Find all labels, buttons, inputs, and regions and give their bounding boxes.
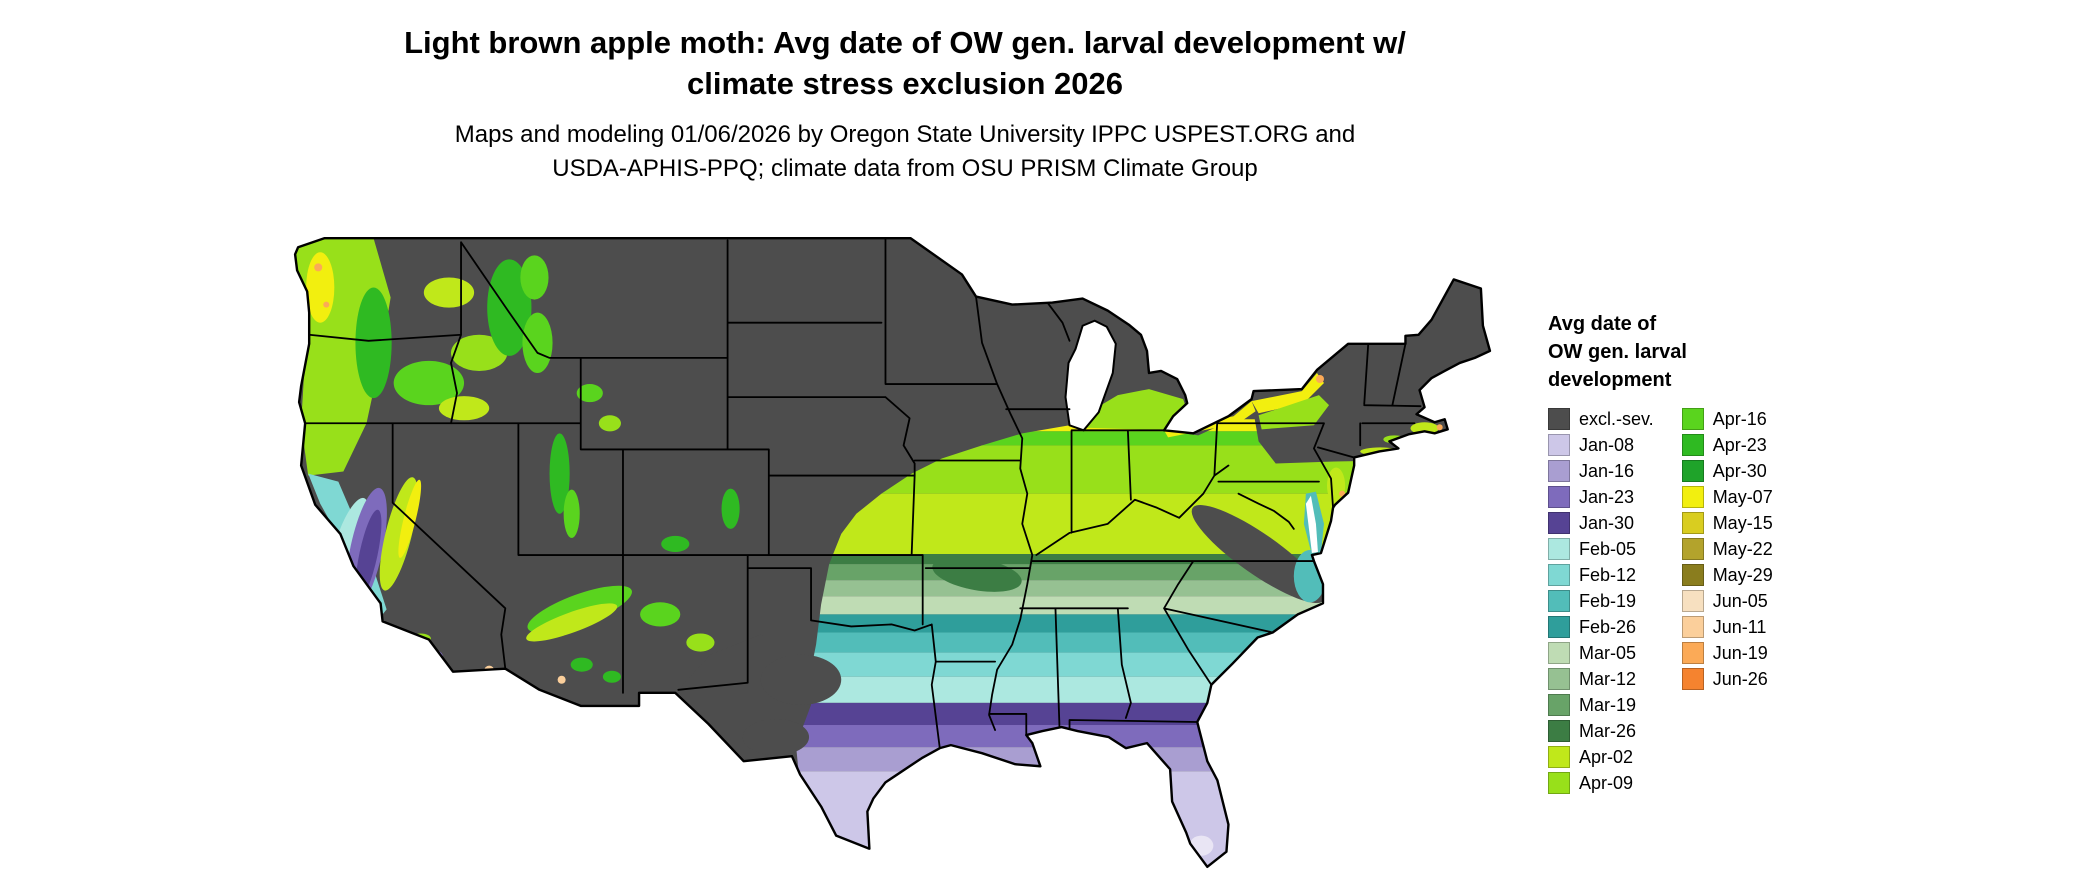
us-map: [278, 222, 1500, 876]
excluded-overlays: [675, 505, 1326, 762]
legend-entry-label: May-22: [1712, 538, 1773, 559]
legend-swatch: [1681, 460, 1704, 482]
legend-entry-label: Apr-09: [1579, 772, 1634, 793]
legend-swatch: [1681, 538, 1704, 560]
legend-entry-label: Feb-19: [1579, 590, 1637, 611]
legend-entry: Feb-26: [1548, 616, 1654, 638]
legend-entry-label: Jun-05: [1712, 590, 1768, 611]
page-subtitle: Maps and modeling 01/06/2026 by Oregon S…: [0, 118, 1810, 186]
legend-title-line2: OW gen. larval: [1548, 341, 1687, 363]
legend-entry-label: Jun-11: [1712, 616, 1767, 637]
legend-swatch: [1548, 538, 1570, 560]
legend-swatch: [1548, 434, 1570, 456]
legend-swatch: [1548, 720, 1570, 742]
legend-swatch: [1548, 590, 1570, 612]
legend-entry: Apr-16: [1681, 408, 1773, 430]
page-title-line2: climate stress exclusion 2026: [687, 66, 1123, 101]
legend-swatch: [1548, 408, 1570, 430]
legend-entry: Mar-05: [1548, 642, 1654, 664]
legend-entry: Apr-30: [1681, 460, 1773, 482]
legend-swatch: [1681, 668, 1704, 690]
state-borders: [304, 238, 1422, 750]
legend-entry-label: Feb-12: [1579, 564, 1637, 585]
legend-entry: Apr-02: [1548, 746, 1654, 768]
legend-entry-label: Mar-19: [1579, 694, 1637, 715]
chesapeake-bay: [1305, 495, 1318, 554]
legend-entry-label: May-07: [1712, 486, 1773, 507]
legend-swatch: [1681, 408, 1704, 430]
legend-entry: Mar-19: [1548, 694, 1654, 716]
legend-entry: Feb-19: [1548, 590, 1654, 612]
legend-column-2: Apr-16 Apr-23 Apr-30 May-07 May-15 May-2…: [1681, 408, 1773, 694]
legend-swatch: [1548, 486, 1570, 508]
legend-entry: Jun-05: [1681, 590, 1773, 612]
legend-entry: Feb-05: [1548, 538, 1654, 560]
legend-entry-label: Jan-23: [1579, 486, 1635, 507]
legend-entry: May-29: [1681, 564, 1773, 586]
legend-entry-label: Feb-05: [1579, 538, 1637, 559]
legend-swatch: [1681, 434, 1704, 456]
legend: Avg date of OW gen. larval development e…: [1548, 310, 2008, 798]
legend-swatch: [1681, 512, 1704, 534]
lake-michigan: [1064, 319, 1117, 432]
header: Light brown apple moth: Avg date of OW g…: [0, 22, 1810, 186]
legend-entry: Jun-19: [1681, 642, 1773, 664]
legend-entry: Jan-08: [1548, 434, 1654, 456]
legend-swatch: [1681, 642, 1704, 664]
page-subtitle-line1: Maps and modeling 01/06/2026 by Oregon S…: [454, 121, 1356, 148]
legend-entry: excl.-sev.: [1548, 408, 1654, 430]
legend-entry-label: Jan-08: [1579, 434, 1635, 455]
legend-entry: May-07: [1681, 486, 1773, 508]
legend-entry: Jun-26: [1681, 668, 1773, 690]
legend-swatch: [1548, 746, 1570, 768]
page-subtitle-line2: USDA-APHIS-PPQ; climate data from OSU PR…: [552, 155, 1258, 182]
legend-entry: Feb-12: [1548, 564, 1654, 586]
legend-swatch: [1548, 616, 1570, 638]
legend-entry-label: Jun-19: [1712, 642, 1768, 663]
legend-entry: Jan-30: [1548, 512, 1654, 534]
us-outline: [293, 237, 1492, 869]
legend-swatch: [1548, 642, 1570, 664]
legend-title-line1: Avg date of: [1548, 313, 1657, 335]
legend-title-line3: development: [1548, 369, 1672, 391]
legend-entry: Jan-23: [1548, 486, 1654, 508]
legend-swatch: [1681, 486, 1704, 508]
legend-columns: excl.-sev. Jan-08 Jan-16 Jan-23 Jan-30 F…: [1548, 408, 2008, 798]
legend-swatch: [1681, 590, 1704, 612]
legend-entry-label: Apr-23: [1712, 434, 1767, 455]
legend-entry-label: excl.-sev.: [1579, 408, 1654, 429]
legend-entry-label: May-15: [1712, 512, 1773, 533]
legend-title: Avg date of OW gen. larval development: [1548, 310, 2008, 394]
legend-entry: May-15: [1681, 512, 1773, 534]
legend-entry-label: Mar-05: [1579, 642, 1637, 663]
legend-column-1: excl.-sev. Jan-08 Jan-16 Jan-23 Jan-30 F…: [1548, 408, 1654, 798]
legend-entry-label: Mar-12: [1579, 668, 1637, 689]
legend-entry-label: Apr-16: [1712, 408, 1767, 429]
legend-entry-label: Feb-26: [1579, 616, 1637, 637]
legend-swatch: [1548, 772, 1570, 794]
legend-swatch: [1548, 668, 1570, 690]
legend-entry-label: Jun-26: [1712, 668, 1768, 689]
legend-entry-label: Jan-16: [1579, 460, 1635, 481]
page-title-line1: Light brown apple moth: Avg date of OW g…: [404, 25, 1406, 60]
legend-entry: Mar-26: [1548, 720, 1654, 742]
legend-swatch: [1681, 564, 1704, 586]
map-svg: [293, 237, 1492, 869]
legend-swatch: [1548, 564, 1570, 586]
legend-entry-label: Apr-30: [1712, 460, 1767, 481]
legend-entry: Jun-11: [1681, 616, 1773, 638]
legend-entry: Apr-23: [1681, 434, 1773, 456]
legend-entry: Mar-12: [1548, 668, 1654, 690]
legend-swatch: [1548, 460, 1570, 482]
legend-entry-label: May-29: [1712, 564, 1773, 585]
legend-entry-label: Apr-02: [1579, 746, 1634, 767]
legend-entry: Jan-16: [1548, 460, 1654, 482]
legend-swatch: [1548, 694, 1570, 716]
legend-swatch: [1548, 512, 1570, 534]
legend-entry-label: Jan-30: [1579, 512, 1635, 533]
legend-entry: Apr-09: [1548, 772, 1654, 794]
legend-entry-label: Mar-26: [1579, 720, 1637, 741]
legend-swatch: [1681, 616, 1704, 638]
legend-entry: May-22: [1681, 538, 1773, 560]
